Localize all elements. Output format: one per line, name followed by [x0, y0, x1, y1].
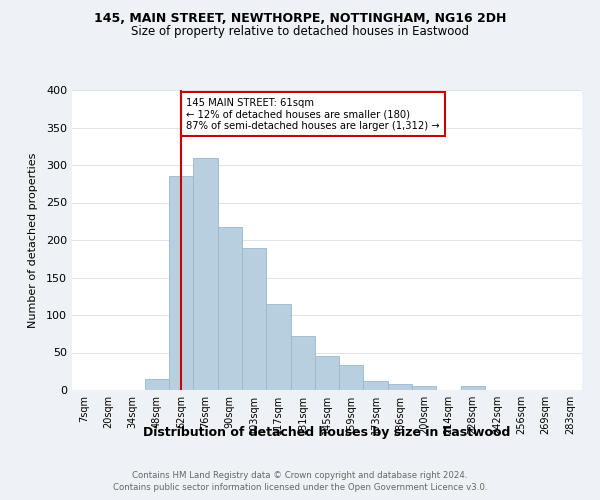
- Bar: [242, 248, 266, 390]
- Bar: [193, 158, 218, 390]
- Text: Distribution of detached houses by size in Eastwood: Distribution of detached houses by size …: [143, 426, 511, 439]
- Bar: [266, 304, 290, 390]
- Y-axis label: Number of detached properties: Number of detached properties: [28, 152, 38, 328]
- Bar: [290, 336, 315, 390]
- Text: Contains public sector information licensed under the Open Government Licence v3: Contains public sector information licen…: [113, 483, 487, 492]
- Bar: [364, 381, 388, 390]
- Text: Contains HM Land Registry data © Crown copyright and database right 2024.: Contains HM Land Registry data © Crown c…: [132, 472, 468, 480]
- Bar: [218, 226, 242, 390]
- Bar: [169, 176, 193, 390]
- Bar: [315, 356, 339, 390]
- Bar: [388, 384, 412, 390]
- Text: Size of property relative to detached houses in Eastwood: Size of property relative to detached ho…: [131, 25, 469, 38]
- Bar: [145, 379, 169, 390]
- Text: 145, MAIN STREET, NEWTHORPE, NOTTINGHAM, NG16 2DH: 145, MAIN STREET, NEWTHORPE, NOTTINGHAM,…: [94, 12, 506, 26]
- Bar: [412, 386, 436, 390]
- Text: 145 MAIN STREET: 61sqm
← 12% of detached houses are smaller (180)
87% of semi-de: 145 MAIN STREET: 61sqm ← 12% of detached…: [186, 98, 440, 130]
- Bar: [339, 365, 364, 390]
- Bar: [461, 386, 485, 390]
